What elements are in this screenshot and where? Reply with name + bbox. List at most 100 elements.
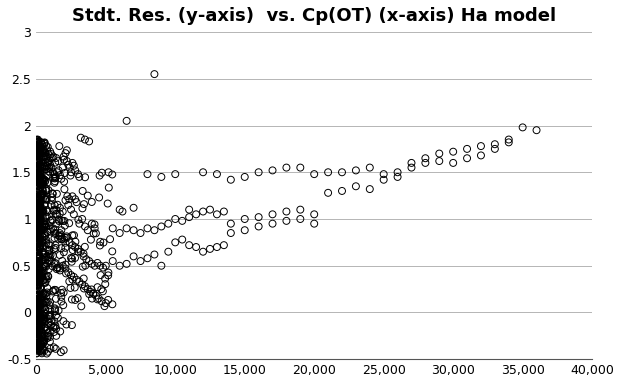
Point bbox=[86, 237, 96, 243]
Point bbox=[33, 150, 43, 156]
Point bbox=[37, 193, 47, 199]
Point bbox=[32, 248, 42, 255]
Point bbox=[46, 226, 56, 232]
Point bbox=[32, 223, 42, 229]
Point bbox=[33, 222, 43, 228]
Point bbox=[53, 167, 63, 174]
Point bbox=[60, 170, 70, 176]
Point bbox=[36, 314, 46, 320]
Point bbox=[32, 260, 42, 266]
Point bbox=[36, 192, 46, 198]
Point bbox=[38, 277, 48, 283]
Point bbox=[34, 198, 43, 204]
Point bbox=[35, 143, 45, 149]
Point bbox=[32, 322, 42, 328]
Point bbox=[142, 255, 152, 262]
Point bbox=[43, 254, 53, 260]
Point bbox=[34, 263, 43, 269]
Point bbox=[34, 212, 43, 218]
Point bbox=[59, 154, 69, 160]
Point bbox=[37, 342, 47, 348]
Point bbox=[32, 279, 42, 285]
Point bbox=[34, 218, 43, 225]
Point bbox=[32, 260, 42, 266]
Point bbox=[32, 276, 42, 282]
Point bbox=[35, 173, 45, 179]
Point bbox=[51, 174, 61, 180]
Point bbox=[40, 250, 50, 256]
Point bbox=[392, 174, 402, 180]
Point bbox=[37, 207, 47, 213]
Point bbox=[50, 178, 60, 184]
Point bbox=[87, 295, 97, 301]
Point bbox=[40, 151, 50, 157]
Point bbox=[35, 237, 45, 243]
Point bbox=[37, 208, 47, 214]
Point bbox=[33, 223, 43, 230]
Point bbox=[32, 166, 42, 172]
Point bbox=[38, 240, 48, 246]
Point bbox=[33, 208, 43, 214]
Point bbox=[45, 255, 55, 261]
Point bbox=[32, 307, 42, 313]
Point bbox=[40, 232, 50, 238]
Point bbox=[32, 267, 42, 273]
Point bbox=[33, 321, 43, 328]
Point bbox=[32, 293, 42, 300]
Point bbox=[163, 220, 173, 227]
Point bbox=[32, 175, 42, 182]
Point bbox=[35, 199, 45, 205]
Point bbox=[43, 349, 53, 355]
Point bbox=[32, 296, 42, 302]
Point bbox=[78, 205, 88, 212]
Point bbox=[52, 221, 61, 227]
Point bbox=[33, 183, 43, 189]
Point bbox=[35, 261, 45, 267]
Point bbox=[34, 230, 44, 236]
Point bbox=[48, 154, 58, 160]
Point bbox=[32, 278, 42, 285]
Point bbox=[135, 230, 145, 236]
Point bbox=[76, 303, 86, 310]
Point bbox=[35, 200, 45, 206]
Point bbox=[32, 338, 42, 344]
Point bbox=[37, 213, 47, 219]
Point bbox=[80, 283, 90, 290]
Point bbox=[37, 301, 47, 307]
Point bbox=[35, 341, 45, 347]
Point bbox=[37, 273, 47, 279]
Point bbox=[32, 318, 42, 324]
Point bbox=[34, 139, 43, 146]
Point bbox=[37, 257, 47, 263]
Point bbox=[281, 164, 291, 170]
Point bbox=[37, 269, 47, 275]
Point bbox=[43, 168, 53, 174]
Point bbox=[35, 315, 45, 321]
Point bbox=[205, 246, 215, 252]
Point bbox=[53, 315, 63, 321]
Point bbox=[40, 196, 50, 202]
Point bbox=[33, 137, 43, 143]
Point bbox=[226, 177, 236, 183]
Point bbox=[309, 211, 319, 217]
Point bbox=[32, 274, 42, 280]
Point bbox=[33, 205, 43, 211]
Point bbox=[40, 222, 50, 228]
Point bbox=[34, 255, 44, 261]
Point bbox=[71, 199, 81, 205]
Point bbox=[56, 349, 66, 355]
Point bbox=[35, 319, 45, 326]
Point bbox=[35, 319, 45, 326]
Point bbox=[407, 160, 417, 166]
Point bbox=[37, 349, 47, 355]
Point bbox=[57, 298, 66, 305]
Point bbox=[76, 248, 86, 255]
Point bbox=[32, 254, 42, 260]
Point bbox=[55, 210, 65, 217]
Point bbox=[87, 199, 97, 205]
Point bbox=[32, 193, 42, 199]
Point bbox=[532, 127, 542, 133]
Point bbox=[37, 149, 47, 155]
Point bbox=[36, 159, 46, 165]
Point bbox=[50, 231, 60, 237]
